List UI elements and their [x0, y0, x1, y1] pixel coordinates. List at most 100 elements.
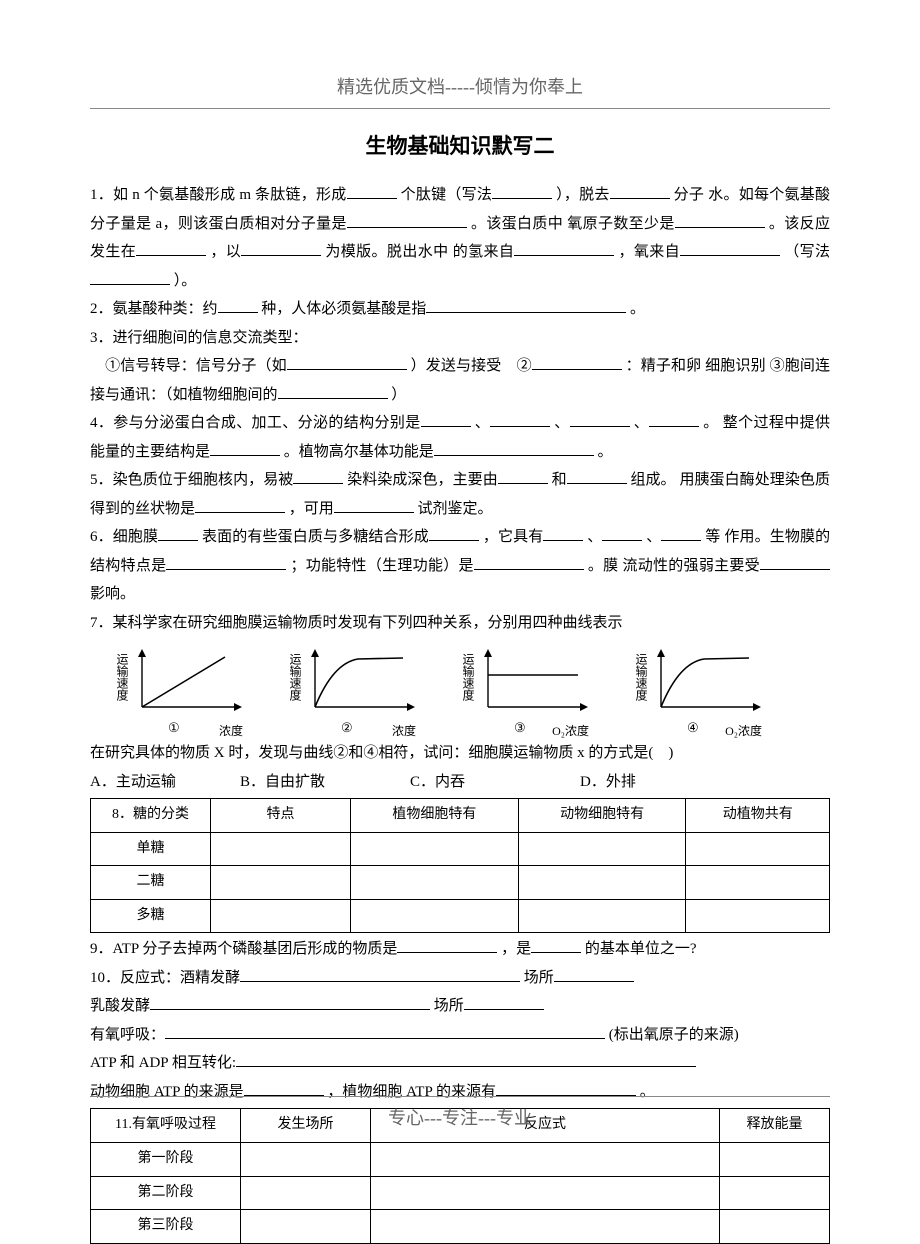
text: 分子 [674, 187, 705, 203]
text: 2．氨基酸种类：约 [90, 301, 218, 317]
sugar-table: 8．糖的分类 特点 植物细胞特有 动物细胞特有 动植物共有 单糖 二糖 多糖 [90, 798, 830, 933]
text: (标出氧原子的来源) [609, 1027, 739, 1043]
table-row: 二糖 [91, 866, 830, 900]
table-row: 第二阶段 [91, 1176, 830, 1210]
x-axis-label: O₂浓度 [725, 725, 762, 737]
text: 6．细胞膜 [90, 529, 158, 545]
question-7-text: 在研究具体的物质 X 时，发现与曲线②和④相符，试问：细胞膜运输物质 x 的方式… [90, 739, 830, 768]
table-header: 动植物共有 [686, 799, 830, 833]
row-label: 二糖 [91, 866, 211, 900]
text: 组成。 [630, 472, 675, 488]
chart-number: ④ [687, 716, 699, 741]
table-header: 8．糖的分类 [91, 799, 211, 833]
text: 、 [634, 415, 649, 431]
text: ）发送与接受 ② [411, 358, 532, 374]
row-label: 第一阶段 [91, 1143, 241, 1177]
y-axis-label: 运输速度 [116, 653, 128, 701]
option-c: C．内吞 [410, 768, 580, 797]
row-label: 单糖 [91, 832, 211, 866]
table-row: 多糖 [91, 899, 830, 933]
question-6: 6．细胞膜 表面的有些蛋白质与多糖结合形成 ，它具有 、 、 等 作用。生物膜的… [90, 523, 830, 609]
document-title: 生物基础知识默写二 [90, 127, 830, 167]
table-row: 第一阶段 [91, 1143, 830, 1177]
chart-number: ① [168, 716, 180, 741]
text: 、 [646, 529, 661, 545]
text: ，氧来自 [618, 244, 680, 260]
text: 表面的有些蛋白质与多糖结合形成 [202, 529, 429, 545]
text: 等 [705, 529, 720, 545]
chart-number: ③ [514, 716, 526, 741]
option-d: D．外排 [580, 768, 636, 797]
text: 有氧呼吸： [90, 1027, 165, 1043]
text: 的氢来自 [453, 244, 515, 260]
x-axis-label: O₂浓度 [552, 725, 589, 737]
question-7-intro: 7．某科学家在研究细胞膜运输物质时发现有下列四种关系，分别用四种曲线表示 [90, 609, 830, 638]
text: 、 [554, 415, 569, 431]
text: ），脱去 [556, 187, 610, 203]
question-7-options: A．主动运输 B．自由扩散 C．内吞 D．外排 [90, 768, 830, 797]
text: 乳酸发酵 [90, 998, 150, 1014]
chart-3: 运输速度 O₂浓度 ③ [466, 645, 611, 735]
text: 氧原子数至少是 [567, 216, 675, 232]
chart-1: 运输速度 浓度 ① [120, 645, 265, 735]
text: ，它具有 [483, 529, 544, 545]
table-header: 特点 [211, 799, 351, 833]
text: ） [391, 387, 406, 403]
charts-row: 运输速度 浓度 ① 运输速度 浓度 ② 运输速度 O₂浓度 ③ [120, 645, 830, 735]
text: 种，人体必须氨基酸是指 [261, 301, 426, 317]
text: 流动性的强弱主要受 [622, 558, 760, 574]
y-axis-label: 运输速度 [635, 653, 647, 701]
text: ATP 和 ADP 相互转化: [90, 1055, 236, 1071]
text: 9．ATP 分子去掉两个磷酸基团后形成的物质是 [90, 941, 397, 957]
row-label: 第二阶段 [91, 1176, 241, 1210]
table-header: 植物细胞特有 [351, 799, 519, 833]
text: 试剂鉴定。 [418, 501, 493, 517]
question-4: 4．参与分泌蛋白合成、加工、分泌的结构分别是 、 、 、 。 整个过程中提供能量… [90, 409, 830, 466]
text: ，可用 [289, 501, 334, 517]
table-row: 第三阶段 [91, 1210, 830, 1244]
text: 场所 [524, 970, 554, 986]
row-label: 多糖 [91, 899, 211, 933]
x-axis-label: 浓度 [219, 725, 243, 737]
text: 。膜 [588, 558, 619, 574]
text: （写法 [784, 244, 830, 260]
text: 为模版。脱出水中 [325, 244, 448, 260]
text: ）。 [174, 273, 197, 289]
table-header: 动物细胞特有 [518, 799, 686, 833]
text: 个肽键（写法 [401, 187, 493, 203]
option-b: B．自由扩散 [240, 768, 410, 797]
text: ：精子和卵 [626, 358, 702, 374]
text: 10．反应式：酒精发酵 [90, 970, 240, 986]
text: 场所 [434, 998, 464, 1014]
row-label: 第三阶段 [91, 1210, 241, 1244]
text: 。 [630, 301, 645, 317]
question-10: 10．反应式：酒精发酵 场所 乳酸发酵 场所 有氧呼吸： (标出氧原子的来源) … [90, 964, 830, 1107]
text: ，是 [501, 941, 531, 957]
y-axis-label: 运输速度 [462, 653, 474, 701]
question-9: 9．ATP 分子去掉两个磷酸基团后形成的物质是 ，是 的基本单位之一? [90, 935, 830, 964]
question-3: 3．进行细胞间的信息交流类型： ①信号转导：信号分子（如 ）发送与接受 ② ：精… [90, 324, 830, 410]
text: 。 [598, 444, 613, 460]
question-2: 2．氨基酸种类：约 种，人体必须氨基酸是指 。 [90, 295, 830, 324]
table-header-row: 8．糖的分类 特点 植物细胞特有 动物细胞特有 动植物共有 [91, 799, 830, 833]
chart-4: 运输速度 O₂浓度 ④ [639, 645, 784, 735]
text: 3．进行细胞间的信息交流类型： [90, 330, 308, 346]
page-footer: 专心---专注---专业 [90, 1096, 830, 1135]
text: 的基本单位之一? [585, 941, 697, 957]
text: ①信号转导：信号分子（如 [90, 358, 287, 374]
text: 5．染色质位于细胞核内，易被 [90, 472, 293, 488]
text: 。植物高尔基体功能是 [284, 444, 434, 460]
text: 影响。 [90, 586, 135, 602]
question-5: 5．染色质位于细胞核内，易被 染料染成深色，主要由 和 组成。 用胰蛋白酶处理染… [90, 466, 830, 523]
chart-2: 运输速度 浓度 ② [293, 645, 438, 735]
text: 1．如 n 个氨基酸形成 m 条肽链，形成 [90, 187, 347, 203]
x-axis-label: 浓度 [392, 725, 416, 737]
text: 4．参与分泌蛋白合成、加工、分泌的结构分别是 [90, 415, 421, 431]
text: 。该蛋白质中 [471, 216, 563, 232]
table-row: 单糖 [91, 832, 830, 866]
text: 。 [703, 415, 718, 431]
text: ；功能特性（生理功能）是 [290, 558, 473, 574]
text: 、 [475, 415, 490, 431]
y-axis-label: 运输速度 [289, 653, 301, 701]
text: 、 [587, 529, 602, 545]
